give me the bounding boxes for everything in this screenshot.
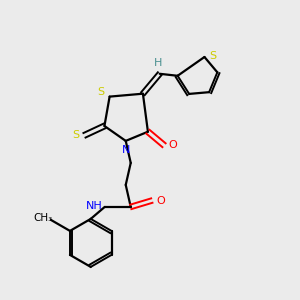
- Text: CH₃: CH₃: [33, 213, 52, 223]
- Text: H: H: [153, 58, 162, 68]
- Text: O: O: [169, 140, 177, 150]
- Text: NH: NH: [86, 201, 103, 211]
- Text: S: S: [97, 87, 104, 97]
- Text: S: S: [209, 51, 216, 61]
- Text: S: S: [72, 130, 79, 140]
- Text: N: N: [122, 145, 130, 155]
- Text: O: O: [156, 196, 165, 206]
